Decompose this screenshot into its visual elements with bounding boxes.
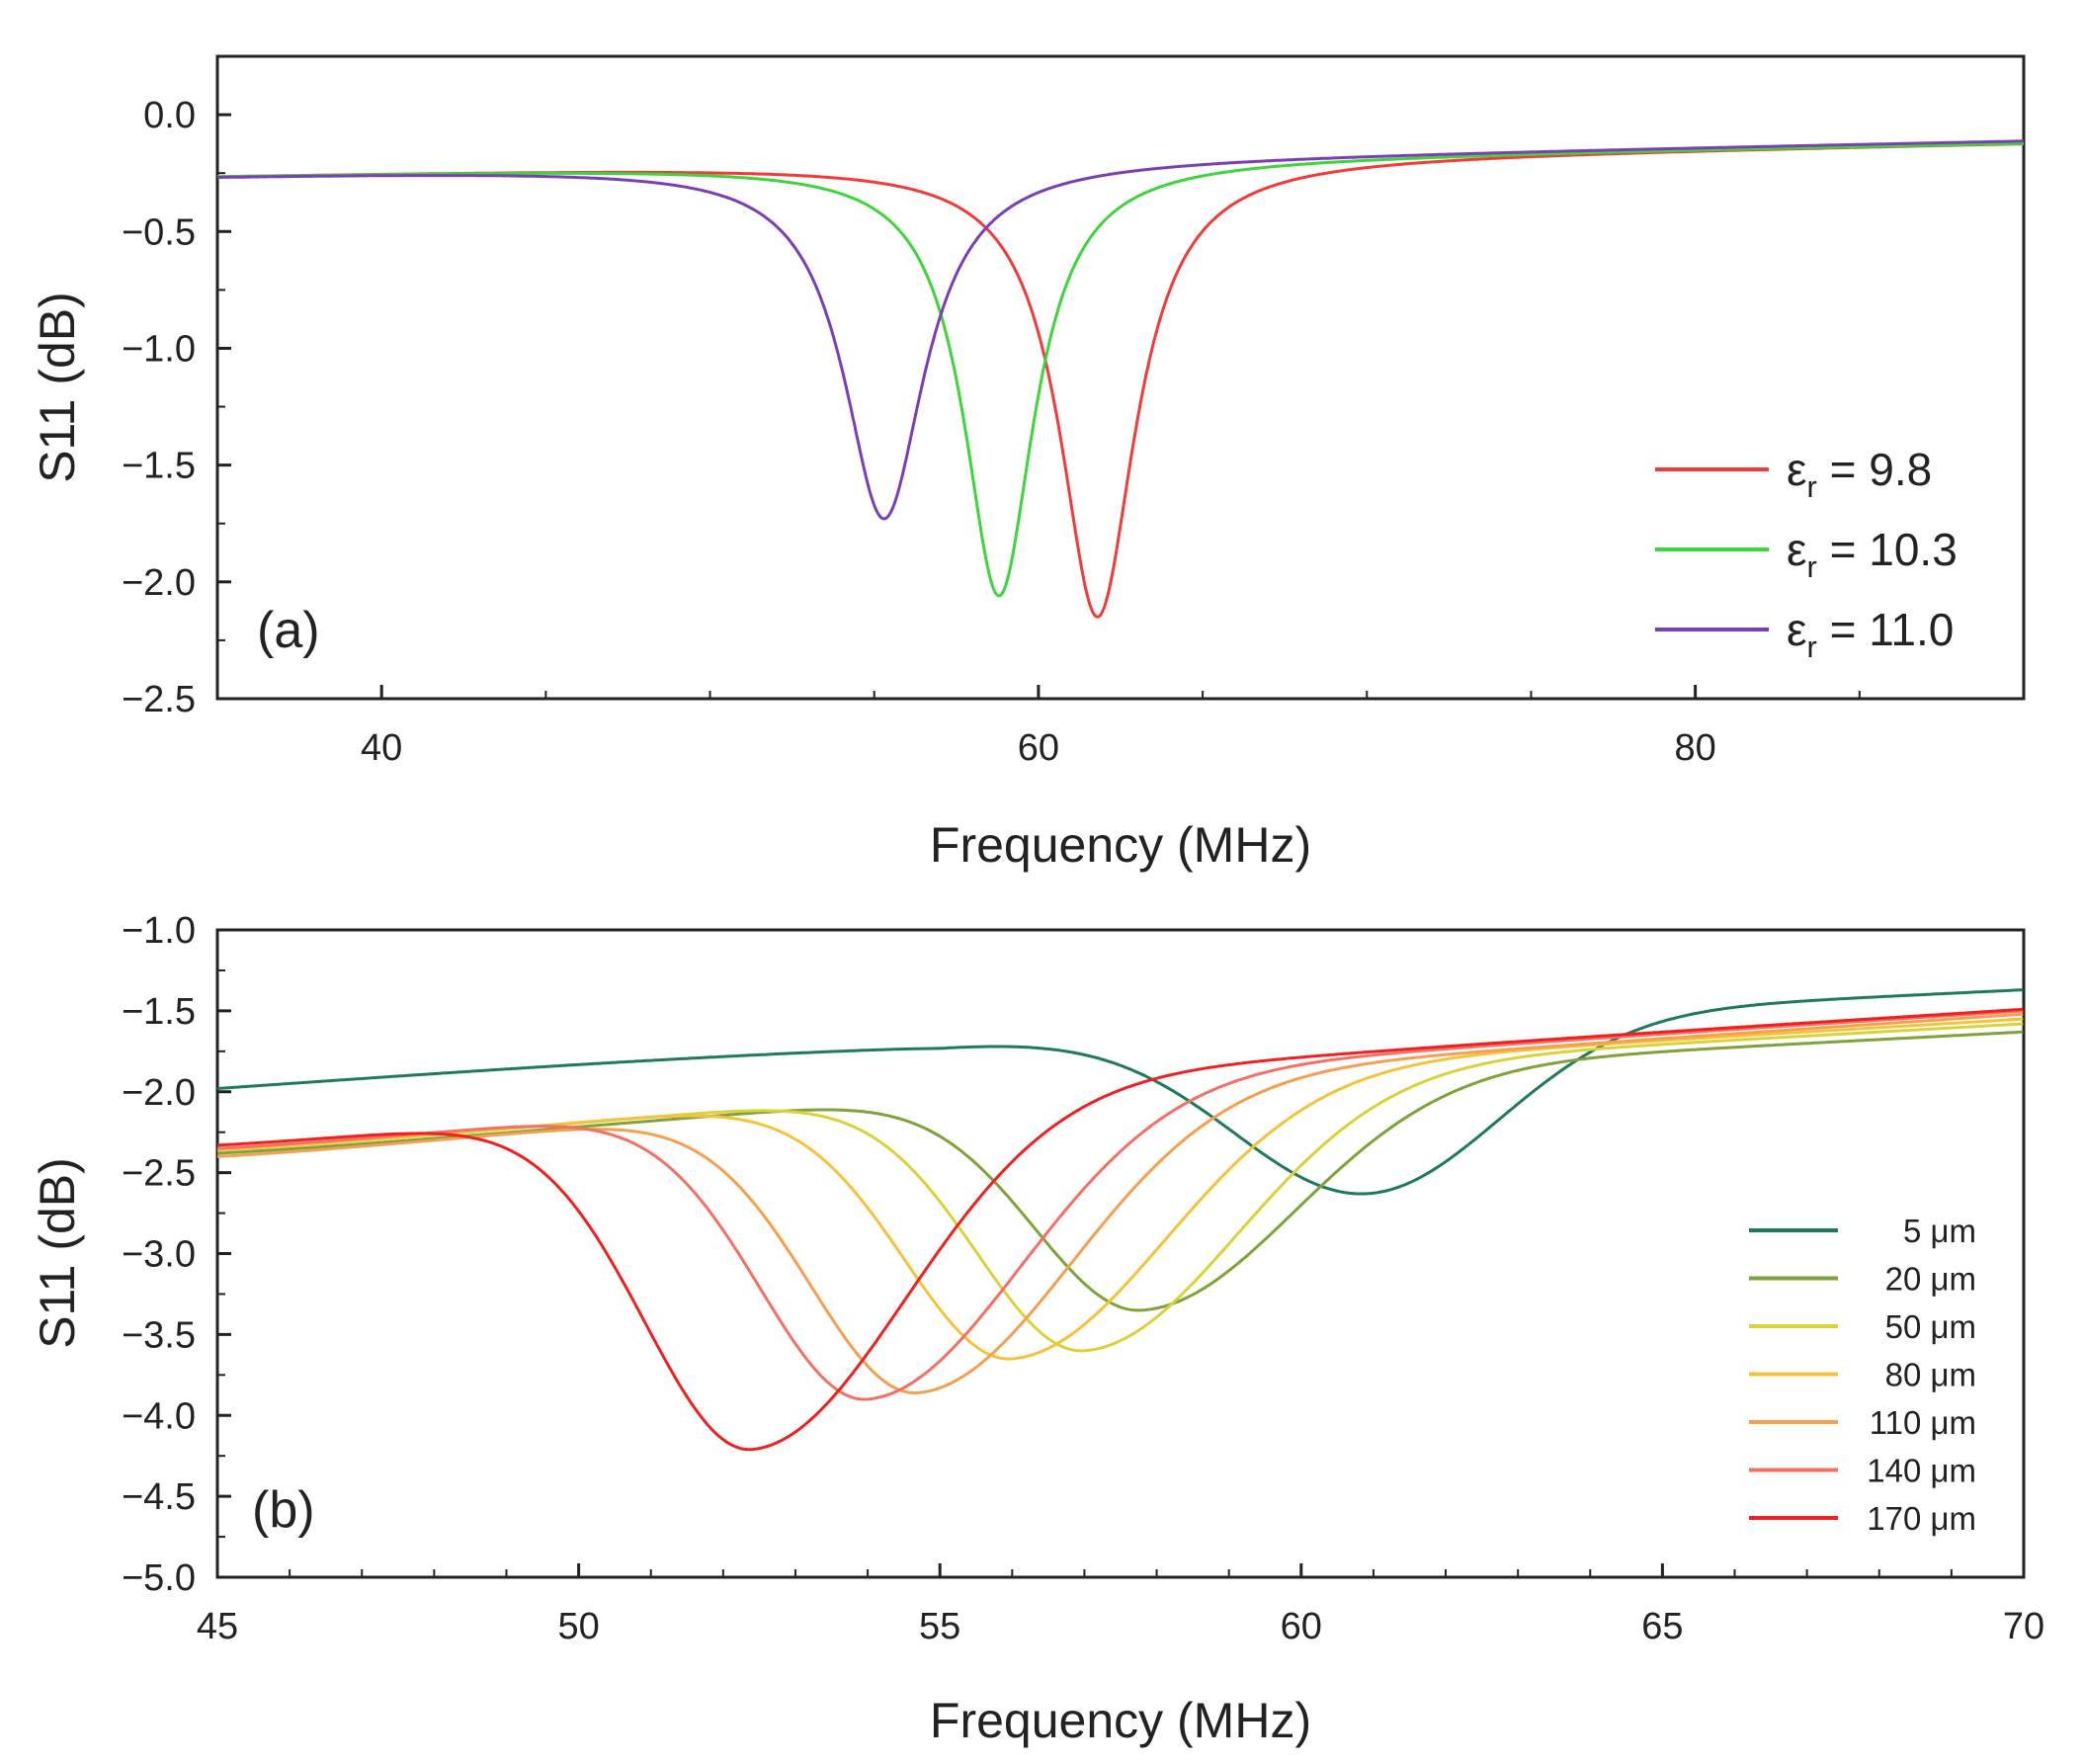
legend-label-170-m: 170 μm — [1867, 1500, 1976, 1537]
legend-value: = 11.0 — [1817, 604, 1955, 655]
panel-b-y-tick-label: −2.0 — [122, 1072, 196, 1114]
legend-label-r-10-3: εr = 10.3 — [1787, 524, 1958, 584]
panel-a-ticks: 40 60 80 0.0 −0.5 −1.0 −1.5 −2.0 −2.5 — [122, 55, 2025, 769]
series-line-5-m — [216, 988, 2024, 1196]
panel-b-y-tick-label: −5.0 — [122, 1557, 196, 1599]
panel-a-y-tick-label: −1.5 — [122, 446, 196, 487]
panel-b-y-tick-label: −3.5 — [122, 1314, 196, 1356]
panel-a-y-tick-label: −1.0 — [122, 328, 196, 370]
legend-subscript: r — [1807, 469, 1817, 504]
panel-b-y-tick-label: −1.0 — [122, 910, 196, 952]
legend-label-140-m: 140 μm — [1867, 1453, 1976, 1489]
panel-a-y-tick-label: 0.0 — [143, 95, 196, 136]
panel-b-x-axis-label: Frequency (MHz) — [930, 1693, 1311, 1748]
panel-b-ticks: 45 50 55 60 65 70 −1.0 −1.5 −2.0 −2.5 −3.0 −3.5 −4.0… — [122, 910, 2044, 1647]
panel-a-x-tick-label: 80 — [1674, 727, 1715, 769]
legend-label-50-m: 50 μm — [1885, 1308, 1976, 1345]
legend-label-r-11-0: εr = 11.0 — [1787, 604, 1954, 664]
series-line-r-10-3 — [216, 141, 2024, 598]
panel-a-y-tick-label: −0.5 — [122, 211, 196, 253]
legend-subscript: r — [1807, 549, 1817, 584]
series-line-r-9-8 — [217, 142, 2024, 619]
panel-b-legend: 5 μm 20 μm 50 μm 80 μm 110 μm 140 μm 170 μm — [1749, 1213, 1976, 1537]
series-line-170-m — [216, 1007, 2024, 1452]
panel-b-x-tick-label: 65 — [1641, 1606, 1683, 1647]
legend-symbol: ε — [1787, 524, 1807, 575]
legend-symbol: ε — [1787, 604, 1807, 655]
panel-b-x-tick-label: 60 — [1281, 1606, 1322, 1647]
panel-b-y-tick-label: −3.0 — [122, 1234, 196, 1276]
panel-a-x-tick-label: 40 — [361, 727, 402, 769]
panel-b-x-tick-label: 55 — [919, 1606, 960, 1647]
panel-a-y-tick-label: −2.0 — [122, 562, 196, 604]
panel-b-y-tick-label: −2.5 — [122, 1153, 196, 1195]
panel-b-y-axis-label: S11 (dB) — [30, 1157, 85, 1349]
legend-subscript: r — [1807, 630, 1817, 664]
legend-symbol: ε — [1787, 444, 1807, 495]
panel-b-y-tick-label: −1.5 — [122, 991, 196, 1033]
series-line-110-m — [216, 1012, 2024, 1395]
series-line-50-m — [216, 1022, 2024, 1353]
panel-b: 45 50 55 60 65 70 −1.0 −1.5 −2.0 −2.5 −3.0 −3.5 −4.0… — [30, 910, 2044, 1748]
legend-value: = 9.8 — [1817, 444, 1932, 495]
legend-value: = 10.3 — [1817, 524, 1958, 575]
panel-a-x-axis-label: Frequency (MHz) — [930, 817, 1311, 873]
panel-b-x-tick-label: 45 — [197, 1606, 238, 1647]
panel-a-x-tick-label: 60 — [1018, 727, 1059, 769]
panel-a-legend: εr = 9.8εr = 10.3εr = 11.0 — [1655, 444, 1958, 664]
panel-a-plot-frame — [215, 54, 2026, 701]
panel-a-y-axis-label: S11 (dB) — [30, 292, 85, 483]
panel-b-x-tick-label: 50 — [557, 1606, 599, 1647]
legend-label-110-m: 110 μm — [1870, 1404, 1976, 1441]
panel-b-y-tick-label: −4.0 — [122, 1395, 196, 1437]
legend-label-r-9-8: εr = 9.8 — [1787, 444, 1932, 504]
panel-b-y-tick-label: −4.5 — [122, 1476, 196, 1518]
series-line-140-m — [216, 1009, 2024, 1401]
legend-label-80-m: 80 μm — [1885, 1357, 1976, 1393]
panel-b-x-tick-label: 70 — [2003, 1606, 2044, 1647]
panel-a: 40 60 80 0.0 −0.5 −1.0 −1.5 −2.0 −2.5 (a) Freque… — [30, 54, 2026, 873]
legend-label-20-m: 20 μm — [1885, 1261, 1976, 1298]
panel-b-label: (b) — [252, 1481, 315, 1539]
series-line-20-m — [216, 1030, 2024, 1312]
panel-b-curves — [216, 988, 2024, 1452]
panel-a-curves — [216, 139, 2024, 619]
panel-a-y-tick-label: −2.5 — [122, 679, 196, 720]
series-line-r-11-0 — [217, 139, 2024, 521]
legend-label-5-m: 5 μm — [1903, 1213, 1976, 1249]
panel-a-label: (a) — [257, 602, 320, 659]
